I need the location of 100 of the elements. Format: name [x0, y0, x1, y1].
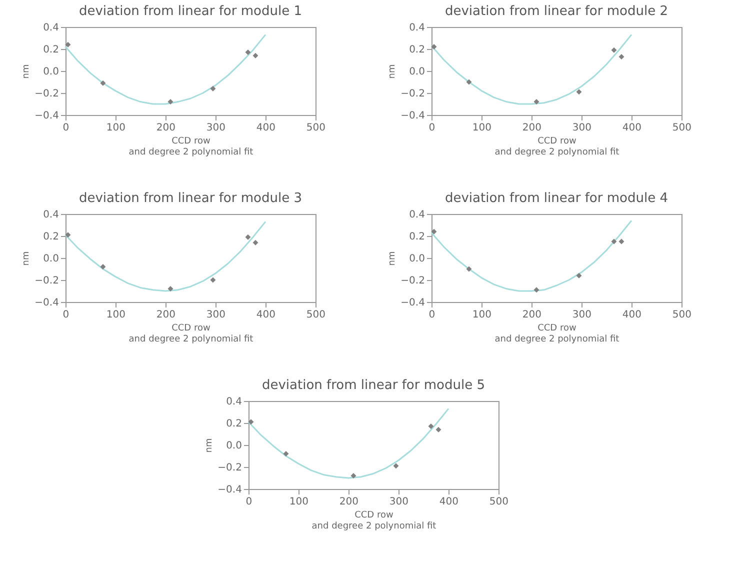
y-tick-label: −0.4 — [400, 110, 425, 122]
x-tick-label: 400 — [256, 310, 276, 320]
x-tick-label: 100 — [472, 310, 492, 320]
line-series — [64, 34, 266, 105]
x-tick-label: 0 — [62, 310, 70, 320]
x-tick-label: 400 — [622, 310, 642, 320]
x-axis-title: CCD row and degree 2 polynomial fit — [312, 510, 437, 532]
x-tick-label: 0 — [62, 122, 70, 134]
x-axis-title: CCD row and degree 2 polynomial fit — [494, 324, 620, 344]
point — [428, 424, 434, 430]
y-axis-title: nm — [388, 64, 398, 79]
x-tick-label: 200 — [156, 122, 176, 134]
point — [611, 238, 617, 244]
x-tick-label: 300 — [206, 122, 226, 134]
y-tick-label: 0.4 — [226, 396, 242, 408]
line-series — [64, 220, 266, 292]
chart-title: deviation from linear for module 5 — [262, 378, 485, 393]
x-tick-label: 0 — [246, 496, 252, 508]
x-tick-label: 500 — [306, 122, 326, 134]
y-tick-label: 0.0 — [43, 66, 59, 78]
x-tick-label: 100 — [472, 122, 492, 134]
point — [618, 54, 624, 60]
y-tick-label: 0.2 — [43, 44, 59, 56]
point — [576, 272, 582, 278]
chart-title: deviation from linear for module 1 — [78, 4, 302, 19]
point — [245, 234, 251, 240]
line-series — [430, 220, 632, 292]
x-tick-label: 200 — [522, 310, 542, 320]
y-axis-title: nm — [204, 438, 215, 453]
point — [252, 240, 258, 246]
point — [466, 79, 472, 85]
point — [611, 47, 617, 53]
y-tick-label: −0.4 — [218, 484, 242, 496]
y-tick-label: 0.2 — [226, 418, 242, 430]
y-tick-label: 0.4 — [409, 22, 425, 34]
x-axis-title: CCD row and degree 2 polynomial fit — [494, 136, 620, 158]
x-tick-label: 200 — [156, 310, 176, 320]
y-axis-title: nm — [22, 64, 32, 79]
y-tick-label: −0.4 — [34, 298, 59, 308]
y-tick-label: 0.2 — [409, 44, 425, 56]
x-tick-label: 500 — [489, 496, 509, 508]
y-tick-label: 0.2 — [409, 232, 425, 242]
x-tick-label: 500 — [306, 310, 326, 320]
point — [100, 264, 106, 270]
point — [436, 426, 442, 432]
x-tick-label: 100 — [106, 122, 126, 134]
point — [210, 277, 216, 283]
x-tick-label: 100 — [289, 496, 309, 508]
y-tick-label: −0.4 — [34, 110, 59, 122]
y-tick-label: −0.2 — [400, 276, 425, 286]
point — [245, 50, 251, 56]
chart-title: deviation from linear for module 4 — [444, 191, 668, 206]
point — [65, 42, 71, 48]
chart-title: deviation from linear for module 2 — [444, 4, 668, 19]
y-tick-label: 0.4 — [43, 22, 59, 34]
y-tick-label: −0.2 — [218, 462, 242, 474]
point — [350, 473, 356, 479]
line-series — [248, 408, 450, 479]
y-tick-label: 0.0 — [226, 440, 242, 452]
y-tick-label: −0.4 — [400, 298, 425, 308]
point — [431, 44, 437, 50]
point — [210, 86, 216, 92]
x-tick-label: 200 — [522, 122, 542, 134]
x-tick-label: 400 — [622, 122, 642, 134]
y-tick-label: 0.0 — [409, 66, 425, 78]
y-tick-label: −0.2 — [400, 88, 425, 100]
point — [65, 232, 71, 238]
x-tick-label: 300 — [206, 310, 226, 320]
y-tick-label: 0.4 — [409, 210, 425, 220]
point — [618, 238, 624, 244]
point — [100, 80, 106, 86]
y-axis-title: nm — [22, 251, 32, 266]
chart-title: deviation from linear for module 3 — [78, 191, 302, 206]
point — [252, 52, 258, 58]
point — [168, 99, 174, 105]
x-tick-label: 300 — [572, 310, 592, 320]
x-tick-label: 0 — [428, 122, 436, 134]
y-tick-label: 0.0 — [409, 254, 425, 264]
x-tick-label: 500 — [672, 122, 692, 134]
y-tick-label: −0.2 — [34, 88, 59, 100]
x-axis-title: CCD row and degree 2 polynomial fit — [128, 136, 254, 158]
point — [534, 287, 540, 293]
y-tick-label: 0.4 — [43, 210, 59, 220]
x-axis-title: CCD row and degree 2 polynomial fit — [128, 324, 254, 344]
point — [576, 89, 582, 95]
y-axis-title: nm — [388, 251, 398, 266]
line-series — [430, 34, 632, 105]
x-tick-label: 500 — [672, 310, 692, 320]
point — [248, 419, 254, 425]
x-tick-label: 400 — [256, 122, 276, 134]
y-tick-label: −0.2 — [34, 276, 59, 286]
x-tick-label: 300 — [572, 122, 592, 134]
point — [466, 266, 472, 272]
x-tick-label: 200 — [339, 496, 359, 508]
x-tick-label: 100 — [106, 310, 126, 320]
point — [393, 463, 399, 469]
point — [534, 99, 540, 105]
y-tick-label: 0.0 — [43, 254, 59, 264]
y-tick-label: 0.2 — [43, 232, 59, 242]
x-tick-label: 0 — [428, 310, 436, 320]
